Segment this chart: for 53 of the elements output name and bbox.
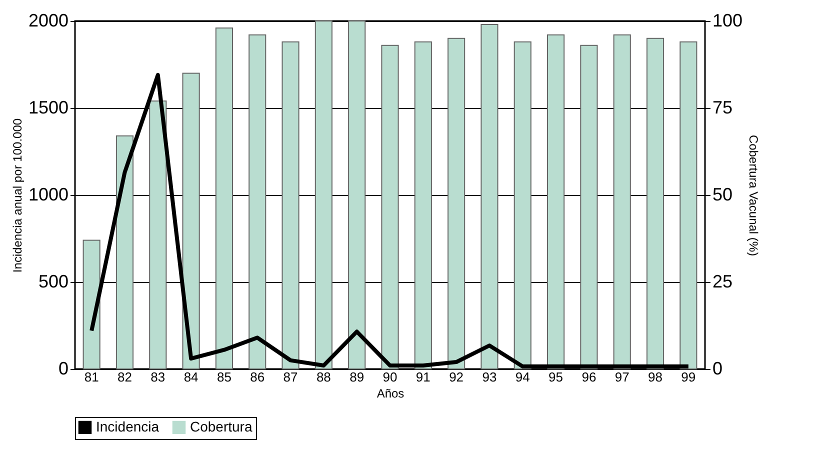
x-tick-label: 85 <box>216 370 232 384</box>
bar <box>414 41 432 370</box>
y-tick-label: 1000 <box>28 184 68 204</box>
x-tick-label: 82 <box>118 370 132 384</box>
bar <box>282 41 300 370</box>
x-tick-label: 83 <box>150 370 166 384</box>
bar <box>480 24 498 370</box>
y-tick-label: 0 <box>58 358 68 378</box>
x-tick-label: 86 <box>250 370 265 384</box>
y2-tick-label: 75 <box>712 98 733 118</box>
bar <box>82 240 100 370</box>
legend-label: Cobertura <box>190 418 252 434</box>
y-tick-label: 500 <box>38 272 68 292</box>
bar <box>348 20 366 370</box>
bar <box>381 44 399 370</box>
x-tick-label: 96 <box>582 370 596 384</box>
x-tick-label: 91 <box>416 370 430 384</box>
bar <box>149 100 167 370</box>
bar <box>547 34 565 370</box>
bar <box>580 44 598 370</box>
x-tick-label: 81 <box>84 370 99 384</box>
bar <box>448 38 466 370</box>
x-tick-label: 95 <box>548 370 564 384</box>
y2-tick-label: 100 <box>712 10 743 30</box>
x-tick-label: 90 <box>382 370 398 384</box>
x-tick-label: 84 <box>184 370 198 384</box>
bar <box>215 27 233 370</box>
bar <box>314 20 332 370</box>
x-axis-title: Años <box>376 386 404 400</box>
bar <box>116 135 134 370</box>
x-tick-label: 99 <box>681 370 696 384</box>
y-tick-label: 2000 <box>28 10 68 30</box>
x-tick-label: 93 <box>482 370 497 384</box>
legend-label: Incidencia <box>96 418 160 434</box>
x-tick-label: 89 <box>350 370 364 384</box>
bar <box>182 72 200 370</box>
y-tick-label: 1500 <box>28 98 68 118</box>
y-axis-title: Incidencia anual por 100.000 <box>10 118 24 273</box>
bar <box>680 41 698 370</box>
y2-axis-title: Cobertura Vacunal (%) <box>746 134 761 256</box>
x-tick-label: 87 <box>283 370 298 384</box>
x-tick-label: 92 <box>449 370 464 384</box>
bar <box>514 41 532 370</box>
bar <box>646 38 664 370</box>
y2-tick-label: 0 <box>712 358 723 378</box>
bar <box>613 34 631 370</box>
x-tick-label: 97 <box>614 370 630 384</box>
x-tick-label: 98 <box>648 370 662 384</box>
x-tick-label: 88 <box>316 370 331 384</box>
y2-tick-label: 25 <box>712 272 733 292</box>
x-tick-label: 94 <box>515 370 530 384</box>
bar <box>248 34 266 370</box>
y2-tick-label: 50 <box>712 184 733 204</box>
